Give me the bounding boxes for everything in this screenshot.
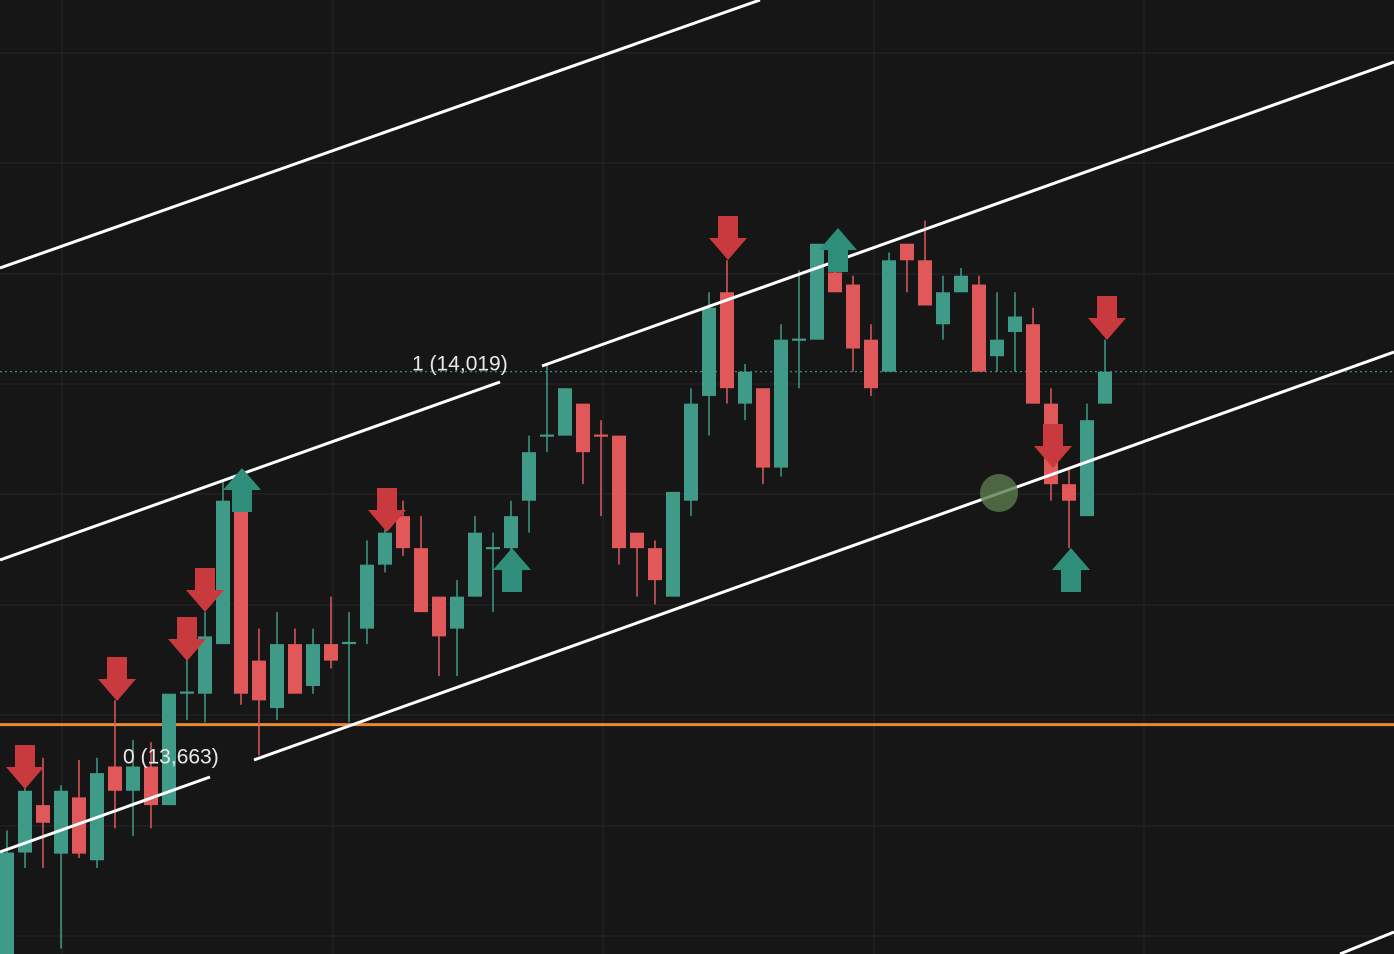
candle-body [360,564,374,629]
candle-body [216,500,230,645]
sell-arrow [368,488,406,532]
buy-arrow [493,548,531,592]
candle-body [720,292,734,389]
candle-body [162,693,176,806]
candle-body [792,338,806,341]
candle-body [108,766,122,791]
candle-body [270,644,284,709]
candle-body [72,797,86,854]
candle-body [198,636,212,694]
candle-body [324,644,338,661]
candle-body [180,691,194,694]
candle-body [378,532,392,565]
channel-line [0,0,761,270]
candle-body [594,434,608,437]
marker-circle [980,474,1018,512]
channel-line [0,380,501,562]
candle-body [684,403,698,501]
candle-body [648,548,662,581]
sell-arrow [1088,296,1126,340]
candle-body [630,532,644,549]
candle-body [252,660,266,701]
candle-body [126,766,140,791]
sell-arrow [709,216,747,260]
candle-body [846,284,860,349]
candle-body [1098,371,1112,404]
sell-arrow [1034,424,1072,468]
candle-body [936,292,950,325]
candle-body [882,260,896,372]
candle-body [540,434,554,437]
candle-body [576,403,590,453]
candle-body [810,243,824,340]
candle-body [738,371,752,404]
candle-body [990,339,1004,357]
candle-body [288,644,302,694]
candle-body [306,644,320,686]
price-lines [0,371,1394,727]
channel-line [0,775,211,854]
candle-body [558,388,572,436]
sell-arrow [6,745,44,789]
candle-body [414,548,428,613]
candle-body [972,284,986,372]
sell-arrow [98,657,136,701]
channel-line [541,60,1394,368]
sell-arrow [168,617,206,661]
buy-arrow [223,468,261,512]
candle-body [1062,484,1076,501]
candle-body [0,852,14,954]
buy-arrows [223,228,1090,592]
level-label: 1 (14,019) [412,353,508,376]
candle-body [1008,316,1022,332]
candle-body [54,790,68,854]
level-label: 0 (13,663) [123,746,219,769]
candle-body [828,272,842,293]
channel-line [253,350,1394,762]
candle-body [666,491,680,597]
sell-arrows [6,216,1126,789]
candle-body [522,452,536,501]
candle-body [918,260,932,306]
candle-body [756,388,770,468]
candle-body [774,339,788,468]
candle-body [1026,324,1040,404]
candle-body [36,805,50,823]
candle-body [864,339,878,389]
candle-body [1080,420,1094,517]
candle-body [342,641,356,645]
buy-arrow [819,228,857,272]
candle-body [234,500,248,694]
candle-body [396,516,410,549]
candle-body [468,532,482,597]
candle-body [702,307,716,396]
candle-body [486,547,500,550]
candle-body [450,596,464,629]
sell-arrow [186,568,224,612]
candle-body [612,435,626,549]
candle-body [900,243,914,261]
candle-body [504,516,518,549]
channel-line [1339,930,1394,954]
candle-body [18,790,32,853]
candle-body [432,596,446,637]
buy-arrow [1052,548,1090,592]
candle-body [954,275,968,293]
